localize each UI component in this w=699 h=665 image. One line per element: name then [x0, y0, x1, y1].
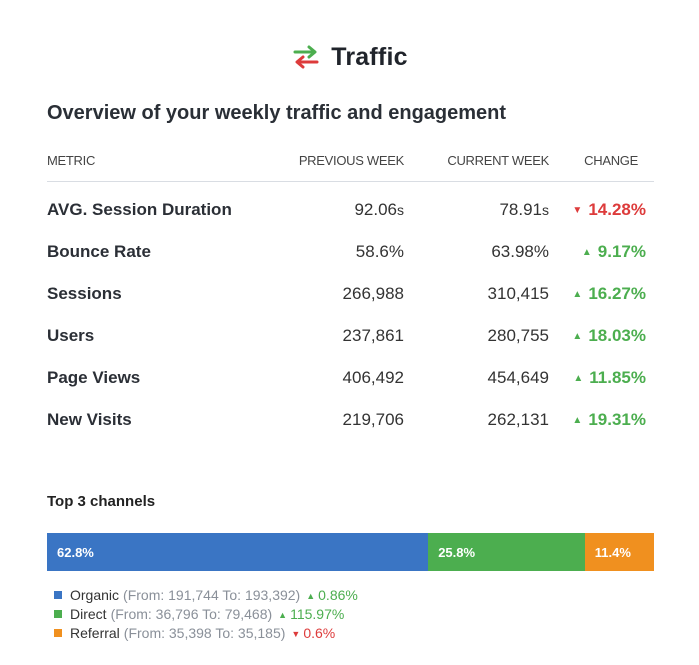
triangle-down-icon: ▼	[291, 628, 301, 639]
change-value: ▼ 14.28%	[572, 200, 646, 220]
legend-swatch	[54, 590, 62, 599]
current-value-number: 454,649	[487, 368, 549, 387]
page-title: Traffic	[331, 42, 408, 71]
channel-change-percent: 115.97%	[290, 605, 345, 622]
legend-item: Organic (From: 191,744 To: 193,392) ▲ 0.86%	[54, 585, 358, 604]
change-value: ▲ 16.27%	[572, 284, 646, 304]
channel-name: Referral	[70, 624, 120, 641]
current-value-number: 63.98%	[491, 242, 549, 261]
legend-swatch	[54, 609, 62, 618]
change-value: ▲ 19.31%	[572, 410, 646, 430]
current-week-value: 310,415	[488, 284, 549, 304]
channel-change-percent: 0.86%	[318, 586, 358, 603]
table-row: Page Views 406,492 454,649 ▲ 11.85%	[47, 358, 654, 400]
legend-item: Direct (From: 36,796 To: 79,468) ▲ 115.97%	[54, 604, 358, 623]
triangle-up-icon: ▲	[581, 247, 592, 258]
previous-value-unit: s	[397, 202, 404, 218]
previous-week-value: 266,988	[343, 284, 404, 304]
current-value-number: 280,755	[487, 326, 549, 345]
previous-value-number: 406,492	[342, 368, 404, 387]
change-value: ▲ 18.03%	[572, 326, 646, 346]
legend-item: Referral (From: 35,398 To: 35,185) ▼ 0.6%	[54, 623, 358, 642]
triangle-up-icon: ▲	[572, 415, 583, 426]
metrics-table-body: AVG. Session Duration 92.06s 78.91s ▼ 14.28%…	[47, 190, 654, 442]
triangle-up-icon: ▲	[573, 373, 584, 384]
previous-week-value: 58.6%	[356, 242, 404, 262]
channel-name: Organic	[70, 586, 120, 603]
current-week-value: 454,649	[488, 368, 549, 388]
metrics-table-header: METRIC PREVIOUS WEEK CURRENT WEEK CHANGE	[47, 151, 654, 182]
change-percent: 11.85%	[589, 368, 646, 387]
swap-arrows-icon	[291, 42, 321, 72]
previous-value-number: 58.6%	[355, 242, 404, 261]
previous-week-value: 219,706	[343, 410, 404, 430]
previous-value-number: 266,988	[342, 284, 404, 303]
channel-share-segment: 11.4%	[584, 533, 654, 571]
table-row: Sessions 266,988 310,415 ▲ 16.27%	[47, 274, 654, 316]
triangle-down-icon: ▼	[572, 205, 583, 216]
current-value-number: 78.91	[499, 200, 542, 219]
section-subtitle: Overview of your weekly traffic and enga…	[47, 102, 507, 124]
previous-value-number: 92.06	[354, 200, 397, 219]
table-row: Bounce Rate 58.6% 63.98% ▲ 9.17%	[47, 232, 654, 274]
change-percent: 18.03%	[588, 326, 646, 345]
current-value-number: 262,131	[487, 410, 549, 429]
triangle-up-icon: ▲	[278, 609, 288, 620]
column-header-previous-week: PREVIOUS WEEK	[298, 153, 404, 168]
previous-week-value: 92.06s	[354, 200, 404, 220]
channels-share-bar: 62.8% 25.8% 11.4%	[47, 533, 654, 571]
channel-change: ▲ 0.86%	[306, 587, 358, 603]
channel-share-segment: 62.8%	[47, 533, 429, 571]
change-percent: 14.28%	[588, 200, 646, 219]
channel-name: Direct	[70, 605, 107, 622]
previous-value-number: 219,706	[342, 410, 404, 429]
channels-legend: Organic (From: 191,744 To: 193,392) ▲ 0.86%…	[54, 585, 358, 642]
change-value: ▲ 11.85%	[573, 368, 646, 388]
previous-value-number: 237,861	[342, 326, 404, 345]
previous-week-value: 406,492	[343, 368, 404, 388]
previous-week-value: 237,861	[343, 326, 404, 346]
channels-title: Top 3 channels	[47, 493, 156, 510]
channel-change-percent: 0.6%	[303, 624, 336, 641]
change-percent: 9.17%	[597, 242, 646, 261]
channel-change: ▲ 115.97%	[278, 606, 344, 622]
legend-swatch	[54, 628, 62, 637]
channel-detail: (From: 191,744 To: 193,392)	[123, 586, 301, 603]
metric-name: Page Views	[47, 368, 141, 387]
metric-name: Users	[47, 326, 95, 345]
current-week-value: 262,131	[488, 410, 549, 430]
table-row: New Visits 219,706 262,131 ▲ 19.31%	[47, 400, 654, 442]
table-row: Users 237,861 280,755 ▲ 18.03%	[47, 316, 654, 358]
channel-change: ▼ 0.6%	[291, 625, 335, 641]
change-percent: 16.27%	[588, 284, 646, 303]
current-value-unit: s	[542, 202, 549, 218]
channel-share-segment: 25.8%	[428, 533, 585, 571]
current-week-value: 78.91s	[499, 200, 549, 220]
metric-name: Sessions	[47, 284, 122, 303]
current-value-number: 310,415	[487, 284, 549, 303]
change-percent: 19.31%	[588, 410, 646, 429]
triangle-up-icon: ▲	[306, 590, 316, 601]
current-week-value: 63.98%	[491, 242, 549, 262]
current-week-value: 280,755	[488, 326, 549, 346]
table-row: AVG. Session Duration 92.06s 78.91s ▼ 14.28%	[47, 190, 654, 232]
channel-detail: (From: 35,398 To: 35,185)	[123, 624, 286, 641]
column-header-current-week: CURRENT WEEK	[447, 153, 549, 168]
change-value: ▲ 9.17%	[582, 242, 646, 262]
column-header-change: CHANGE	[584, 153, 638, 168]
metric-name: AVG. Session Duration	[47, 200, 232, 219]
triangle-up-icon: ▲	[572, 289, 583, 300]
report-header: Traffic	[0, 40, 699, 74]
triangle-up-icon: ▲	[572, 331, 583, 342]
column-header-metric: METRIC	[47, 153, 96, 168]
metric-name: New Visits	[47, 410, 132, 429]
channel-detail: (From: 36,796 To: 79,468)	[110, 605, 273, 622]
metric-name: Bounce Rate	[47, 242, 151, 261]
